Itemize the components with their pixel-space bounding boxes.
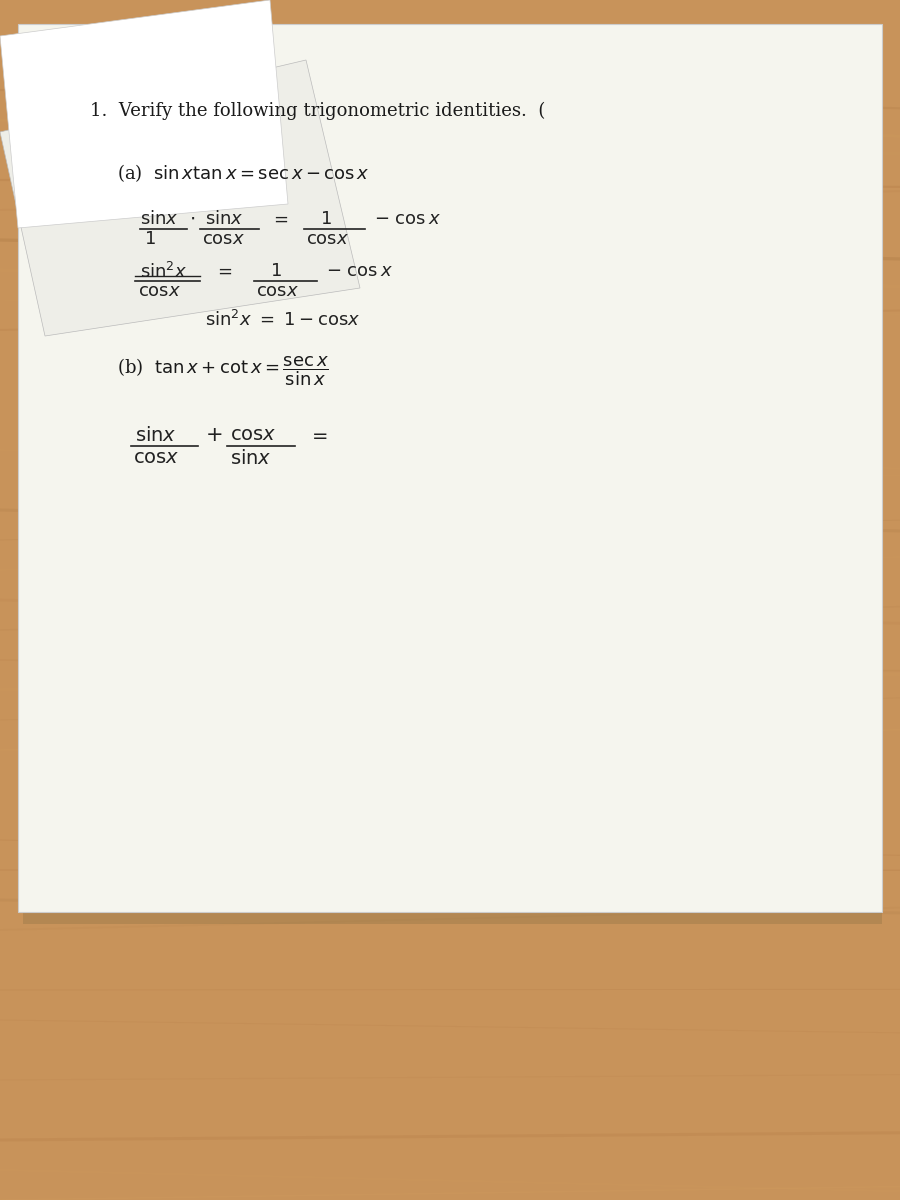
Text: $\mathrm{sin}x$: $\mathrm{sin}x$ [140, 210, 178, 228]
Text: $1$: $1$ [144, 230, 156, 248]
FancyBboxPatch shape [18, 24, 882, 912]
Text: $\mathrm{sin}x$: $\mathrm{sin}x$ [135, 426, 176, 445]
Text: $\mathrm{cos}x$: $\mathrm{cos}x$ [306, 230, 349, 248]
Text: $=$: $=$ [270, 210, 289, 228]
Text: $\cdot$: $\cdot$ [189, 210, 195, 228]
Text: $\mathrm{sin}x$: $\mathrm{sin}x$ [205, 210, 244, 228]
Text: $\mathrm{cos}x$: $\mathrm{cos}x$ [230, 426, 276, 444]
Text: $-\ \mathrm{cos}\,x$: $-\ \mathrm{cos}\,x$ [326, 262, 392, 280]
Polygon shape [0, 60, 360, 336]
Polygon shape [0, 0, 288, 228]
Text: (a)  $\sin x \tan x = \mathrm{sec}\, x - \cos x$: (a) $\sin x \tan x = \mathrm{sec}\, x - … [117, 162, 370, 184]
Text: $\mathrm{cos}x$: $\mathrm{cos}x$ [138, 282, 181, 300]
Text: $=$: $=$ [214, 262, 233, 280]
Text: $-\ \mathrm{cos}\,x$: $-\ \mathrm{cos}\,x$ [374, 210, 440, 228]
Text: $=$: $=$ [308, 426, 328, 444]
FancyBboxPatch shape [22, 30, 882, 924]
Text: $\mathrm{cos}x$: $\mathrm{cos}x$ [133, 449, 180, 467]
Text: (b)  $\tan x + \cot x = \dfrac{\mathrm{sec}\, x}{\sin x}$: (b) $\tan x + \cot x = \dfrac{\mathrm{se… [117, 354, 328, 388]
Text: $\mathrm{sin}x$: $\mathrm{sin}x$ [230, 449, 271, 468]
Text: $\mathrm{sin}^2x$: $\mathrm{sin}^2x$ [140, 262, 187, 282]
Text: $\mathrm{sin}^2x\ =\ 1 - \mathrm{cos}x$: $\mathrm{sin}^2x\ =\ 1 - \mathrm{cos}x$ [205, 310, 361, 330]
Text: 1.  Verify the following trigonometric identities.  (: 1. Verify the following trigonometric id… [90, 102, 545, 120]
Text: $\mathrm{cos}x$: $\mathrm{cos}x$ [256, 282, 300, 300]
Text: $+$: $+$ [205, 426, 222, 445]
Text: $\mathrm{cos}x$: $\mathrm{cos}x$ [202, 230, 245, 248]
Text: $1$: $1$ [320, 210, 332, 228]
Text: $1$: $1$ [270, 262, 282, 280]
